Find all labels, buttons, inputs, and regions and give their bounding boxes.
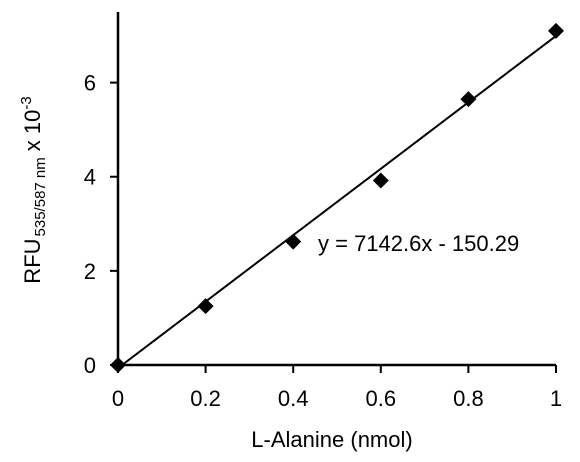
x-axis-title: L-Alanine (nmol) — [251, 427, 412, 452]
y-axis-title-main: RFU — [20, 238, 45, 283]
x-tick-label: 1 — [550, 386, 562, 411]
x-tick-label: 0.2 — [190, 386, 221, 411]
y-tick-label: 6 — [84, 71, 96, 96]
data-point — [197, 298, 214, 315]
trendline-group — [121, 35, 557, 366]
x-tick-label: 0 — [112, 386, 124, 411]
data-point — [110, 357, 126, 373]
x-tick-label: 0.4 — [278, 386, 309, 411]
y-tick-label: 2 — [84, 259, 96, 284]
y-axis-title-multiplier: x 10 — [20, 110, 45, 152]
y-tick-label: 4 — [84, 165, 96, 190]
x-tick-label: 0.8 — [453, 386, 484, 411]
data-point — [460, 91, 477, 108]
data-point — [372, 172, 389, 189]
y-tick-label: 0 — [84, 353, 96, 378]
data-point — [285, 233, 302, 250]
trendline-equation: y = 7142.6x - 150.29 — [318, 231, 519, 256]
data-points — [110, 22, 564, 373]
y-axis-title-subscript: 535/587 nm — [32, 157, 49, 236]
trendline — [121, 35, 557, 366]
ticks: 0 0.2 0.4 0.6 0.8 1 0 2 4 6 — [84, 71, 562, 411]
data-point — [548, 22, 564, 39]
x-tick-label: 0.6 — [366, 386, 397, 411]
y-axis-title-exponent: -3 — [18, 96, 35, 109]
y-axis-title: RFU 535/587 nm x 10-3 — [18, 96, 49, 283]
axes — [116, 12, 556, 367]
